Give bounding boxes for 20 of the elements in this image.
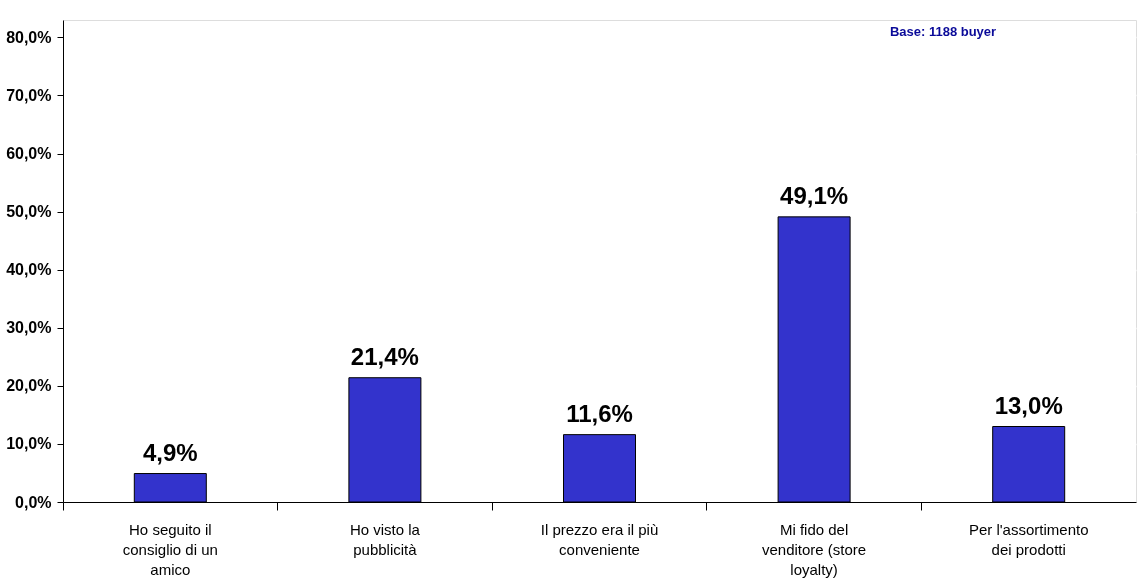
y-tick-label: 0,0% (15, 493, 52, 511)
data-label: 4,9% (142, 438, 198, 466)
y-tick-label: 40,0% (6, 261, 52, 279)
y-tick-label: 80,0% (6, 28, 52, 46)
y-tick-label: 70,0% (6, 86, 52, 104)
y-tick-label: 60,0% (6, 145, 52, 163)
data-label: 13,0% (994, 391, 1063, 419)
y-tick-label: 20,0% (6, 377, 52, 395)
x-tick-label: Per l'assortimento dei prodotti (968, 520, 1089, 558)
y-tick-label: 30,0% (6, 319, 52, 337)
data-label: 49,1% (780, 181, 849, 209)
x-tick-label: Ho visto la pubblicità (349, 520, 421, 558)
annotation: Base: 1188 buyer (889, 24, 997, 39)
y-tick-label: 50,0% (6, 203, 52, 221)
y-tick-label: 10,0% (6, 435, 52, 453)
x-tick-label: Il prezzo era il più conveniente (540, 520, 659, 558)
data-label: 21,4% (350, 342, 419, 370)
x-tick-label: Ho seguito il consiglio di un amico (122, 520, 218, 578)
data-label: 11,6% (566, 399, 633, 427)
x-tick-label: Mi fido del venditore (store loyalty) (761, 520, 867, 578)
